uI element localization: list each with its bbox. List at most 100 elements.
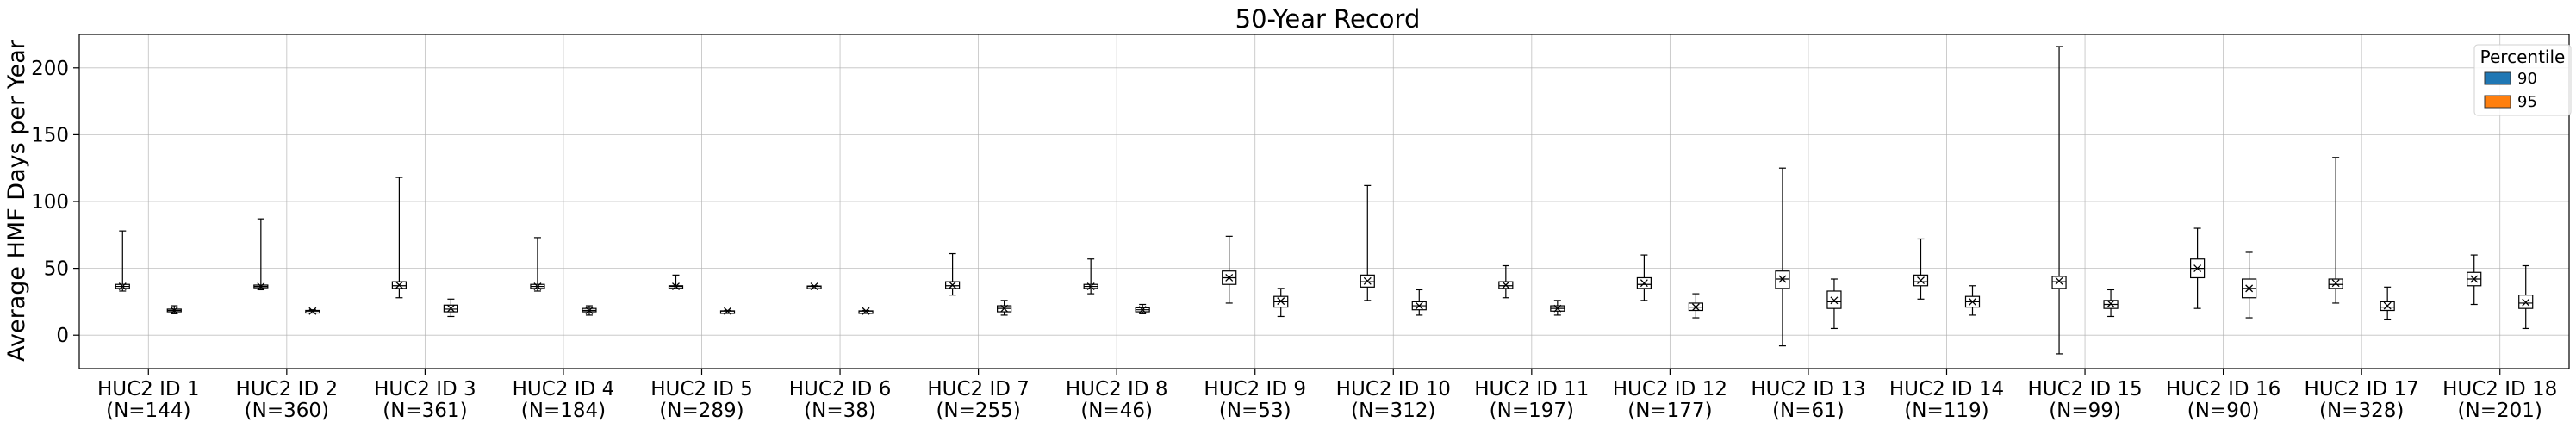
legend-label-95: 95 — [2517, 93, 2537, 111]
box-95-1 — [166, 305, 182, 314]
x-tick-count-label: (N=197) — [1490, 400, 1574, 422]
x-tick-count-label: (N=201) — [2458, 400, 2542, 422]
box-90-7 — [945, 252, 961, 296]
x-tick-label: HUC2 ID 10 — [1336, 378, 1451, 400]
x-axis-ticks: HUC2 ID 1(N=144) HUC2 ID 2(N=360) HUC2 ID … — [97, 369, 2557, 422]
box-95-17 — [2380, 286, 2395, 320]
mean-marker — [118, 282, 127, 291]
box-plots — [115, 46, 2534, 355]
mean-marker — [257, 282, 265, 291]
x-tick-count-label: (N=184) — [521, 400, 606, 422]
box-95-6 — [858, 307, 874, 315]
box-90-9 — [1222, 235, 1237, 304]
mean-marker — [170, 307, 178, 314]
y-tick-label: 100 — [31, 191, 69, 214]
box-90-10 — [1360, 184, 1375, 301]
x-tick-count-label: (N=38) — [804, 400, 876, 422]
mean-marker — [1778, 275, 1787, 283]
mean-marker — [1969, 297, 1976, 306]
x-tick-count-label: (N=177) — [1627, 400, 1712, 422]
mean-marker — [533, 282, 542, 291]
mean-marker — [949, 281, 957, 289]
mean-marker — [308, 307, 317, 315]
x-tick-count-label: (N=328) — [2319, 400, 2404, 422]
box-95-9 — [1273, 288, 1289, 318]
x-tick-label: HUC2 ID 13 — [1751, 378, 1865, 400]
mean-marker — [1225, 274, 1234, 282]
box-90-5 — [668, 274, 684, 291]
box-95-8 — [1135, 303, 1150, 314]
box-95-3 — [443, 298, 458, 318]
mean-marker — [1000, 304, 1009, 313]
mean-marker — [1830, 296, 1839, 305]
x-tick-count-label: (N=360) — [245, 400, 329, 422]
x-tick-label: HUC2 ID 16 — [2166, 378, 2280, 400]
box-95-7 — [997, 300, 1012, 316]
x-tick-label: HUC2 ID 11 — [1474, 378, 1589, 400]
x-tick-count-label: (N=289) — [659, 400, 744, 422]
box-90-2 — [253, 218, 269, 291]
plot-frame — [78, 34, 2570, 369]
y-tick-label: 50 — [44, 258, 69, 281]
x-tick-count-label: (N=144) — [106, 400, 190, 422]
mean-marker — [1138, 306, 1147, 314]
legend: Percentile 90 95 — [2473, 44, 2572, 116]
x-tick-count-label: (N=99) — [2049, 400, 2121, 422]
mean-marker — [2383, 301, 2392, 310]
box-90-17 — [2328, 157, 2343, 304]
box-95-4 — [582, 305, 597, 316]
box-90-13 — [1775, 167, 1790, 347]
box-95-5 — [719, 307, 736, 315]
box-95-11 — [1550, 300, 1565, 316]
x-tick-label: HUC2 ID 14 — [1889, 378, 2004, 400]
box-90-16 — [2190, 227, 2206, 309]
x-tick-label: HUC2 ID 8 — [1066, 378, 1168, 400]
mean-marker — [395, 281, 403, 289]
x-tick-label: HUC2 ID 4 — [513, 378, 615, 400]
mean-marker — [1553, 304, 1562, 313]
box-90-4 — [530, 237, 545, 292]
box-95-18 — [2518, 264, 2534, 330]
mean-marker — [1363, 276, 1372, 285]
mean-marker — [862, 307, 870, 315]
box-95-16 — [2242, 251, 2257, 319]
mean-marker — [1691, 303, 1700, 312]
box-90-11 — [1498, 264, 1514, 299]
x-tick-label: HUC2 ID 1 — [97, 378, 200, 400]
box-95-12 — [1688, 293, 1703, 319]
mean-marker — [724, 307, 731, 315]
x-tick-label: HUC2 ID 3 — [374, 378, 476, 400]
box-95-15 — [2103, 289, 2119, 318]
y-axis-label: Average HMF Days per Year — [3, 39, 30, 362]
box-95-2 — [305, 307, 320, 315]
box-90-3 — [391, 177, 407, 299]
mean-marker — [810, 282, 818, 291]
x-tick-label: HUC2 ID 2 — [236, 378, 339, 400]
x-tick-count-label: (N=361) — [383, 400, 467, 422]
x-tick-label: HUC2 ID 7 — [927, 378, 1030, 400]
mean-marker — [1640, 279, 1648, 288]
mean-marker — [1086, 282, 1095, 291]
y-tick-label: 150 — [31, 124, 69, 146]
grid-lines — [79, 34, 2569, 369]
y-tick-label: 0 — [56, 325, 69, 347]
x-tick-label: HUC2 ID 18 — [2442, 378, 2557, 400]
mean-marker — [446, 304, 455, 313]
x-tick-count-label: (N=90) — [2187, 400, 2260, 422]
box-90-18 — [2467, 254, 2482, 306]
box-90-15 — [2051, 46, 2067, 355]
x-tick-label: HUC2 ID 17 — [2305, 378, 2419, 400]
mean-marker — [1415, 301, 1423, 310]
mean-marker — [2522, 298, 2530, 307]
box-95-14 — [1964, 285, 1981, 316]
x-tick-count-label: (N=255) — [936, 400, 1020, 422]
iqr-box — [2051, 276, 2067, 289]
mean-marker — [1277, 297, 1285, 306]
x-tick-count-label: (N=119) — [1904, 400, 1988, 422]
mean-marker — [585, 307, 594, 314]
mean-marker — [2106, 300, 2115, 308]
mean-marker — [2245, 284, 2254, 293]
x-tick-label: HUC2 ID 9 — [1204, 378, 1306, 400]
mean-marker — [2470, 275, 2479, 283]
x-tick-label: HUC2 ID 15 — [2027, 378, 2142, 400]
